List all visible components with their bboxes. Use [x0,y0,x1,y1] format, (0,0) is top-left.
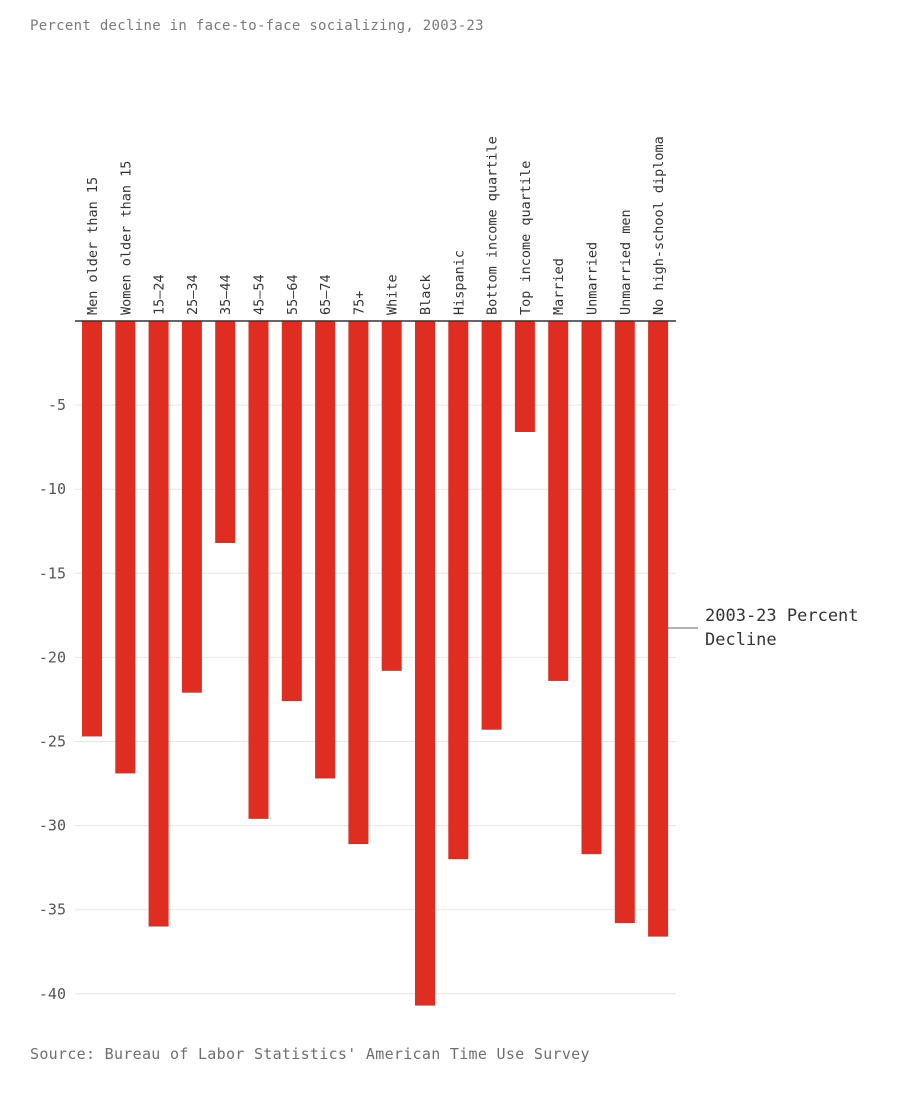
gridlines [75,404,676,995]
category-label: Top income quartile [518,161,534,315]
category-label: 25–34 [185,274,201,315]
category-label: 55–64 [285,274,301,315]
y-tick-label: -40 [39,985,66,1003]
bar [481,321,502,730]
bar [181,321,202,693]
category-label: Bottom income quartile [485,136,501,315]
category-label: 65–74 [318,274,334,315]
bar [514,321,535,433]
y-tick-label: -15 [39,564,66,582]
y-tick-label: -20 [39,648,66,666]
series-legend-label: 2003-23 Percent Decline [705,606,859,650]
bar [248,321,269,819]
category-label: Married [551,258,567,315]
category-label: Unmarried [585,242,601,315]
bar [415,321,435,1006]
y-tick-label: -5 [48,396,66,414]
bar [381,321,402,671]
bar [614,321,635,924]
category-label: Black [418,274,434,315]
category-label: 15–24 [152,274,168,315]
category-label: 45–54 [252,274,268,315]
category-label: Men older than 15 [85,177,101,315]
chart-subtitle: Percent decline in face-to-face socializ… [30,18,484,34]
bar [315,321,336,779]
category-label: Hispanic [451,250,467,315]
bar [148,321,169,927]
category-label: 35–44 [218,274,234,315]
category-label: Women older than 15 [118,161,134,315]
category-label: Unmarried men [618,209,634,315]
y-axis-tick-labels: -5 -10 -15 -20 -25 -30 -35 -40 [39,396,66,1003]
bar [281,321,302,702]
bar [348,321,369,845]
bars [82,321,669,1006]
bar [215,321,236,544]
source-note: Source: Bureau of Labor Statistics' Amer… [30,1045,590,1063]
y-tick-label: -30 [39,817,66,835]
y-tick-label: -25 [39,733,66,751]
category-label: White [385,274,401,315]
bar [448,321,469,860]
bar [115,321,136,774]
bar [581,321,602,855]
category-label: No high-school diploma [651,136,667,315]
y-tick-label: -10 [39,480,66,498]
bar [648,321,669,937]
bar [82,321,102,737]
category-label: 75+ [351,291,367,315]
y-tick-label: -35 [39,901,66,919]
bar [548,321,569,681]
category-labels: Men older than 15 Women older than 15 15–2… [85,136,667,315]
